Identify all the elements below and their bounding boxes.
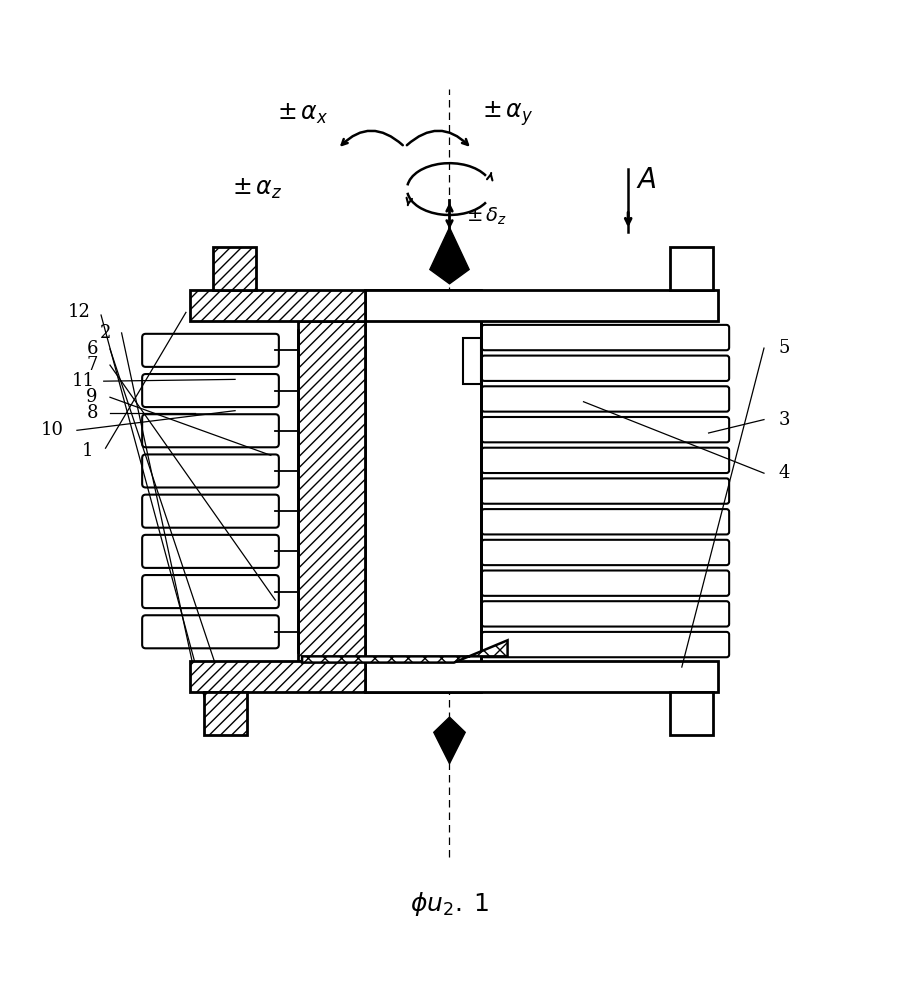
Polygon shape (302, 640, 508, 663)
Bar (213, 247, 255, 290)
Text: 5: 5 (779, 339, 790, 357)
Text: 1: 1 (82, 442, 93, 460)
Text: 9: 9 (86, 388, 98, 406)
FancyBboxPatch shape (142, 495, 279, 528)
FancyBboxPatch shape (482, 356, 729, 381)
Bar (670, 692, 713, 735)
Bar (463, 338, 481, 384)
Text: 11: 11 (72, 372, 94, 390)
FancyBboxPatch shape (482, 478, 729, 504)
Text: $\pm\,\alpha_x$: $\pm\,\alpha_x$ (277, 102, 327, 126)
FancyBboxPatch shape (142, 575, 279, 608)
Text: $A$: $A$ (636, 167, 656, 194)
Text: 4: 4 (779, 464, 790, 482)
FancyBboxPatch shape (482, 540, 729, 565)
Bar (191, 661, 365, 692)
FancyBboxPatch shape (482, 632, 729, 657)
Bar (365, 290, 717, 321)
Bar (365, 661, 717, 692)
Text: $\phi u_2.\;1$: $\phi u_2.\;1$ (410, 890, 489, 918)
Text: 10: 10 (40, 421, 64, 439)
FancyBboxPatch shape (482, 386, 729, 412)
FancyBboxPatch shape (142, 414, 279, 447)
FancyBboxPatch shape (482, 325, 729, 350)
Bar (670, 247, 713, 290)
FancyBboxPatch shape (482, 417, 729, 442)
Bar (298, 321, 365, 661)
FancyBboxPatch shape (142, 334, 279, 367)
FancyBboxPatch shape (482, 448, 729, 473)
FancyBboxPatch shape (142, 454, 279, 487)
FancyBboxPatch shape (482, 509, 729, 534)
FancyBboxPatch shape (482, 601, 729, 627)
Text: 6: 6 (86, 340, 98, 358)
FancyBboxPatch shape (142, 374, 279, 407)
Text: $\pm\,\alpha_z$: $\pm\,\alpha_z$ (232, 177, 282, 201)
Bar (365, 290, 481, 692)
FancyBboxPatch shape (142, 535, 279, 568)
Polygon shape (430, 227, 469, 284)
FancyBboxPatch shape (482, 571, 729, 596)
Text: $\pm\,\delta_z$: $\pm\,\delta_z$ (466, 205, 506, 227)
Text: 8: 8 (86, 404, 98, 422)
Polygon shape (434, 717, 465, 764)
Text: 3: 3 (779, 411, 790, 429)
Text: 7: 7 (86, 356, 98, 374)
Text: 2: 2 (100, 324, 111, 342)
Text: $\pm\,\alpha_y$: $\pm\,\alpha_y$ (482, 100, 533, 128)
Text: 12: 12 (67, 303, 90, 321)
Bar (191, 290, 365, 321)
Bar (204, 692, 246, 735)
FancyBboxPatch shape (142, 615, 279, 648)
